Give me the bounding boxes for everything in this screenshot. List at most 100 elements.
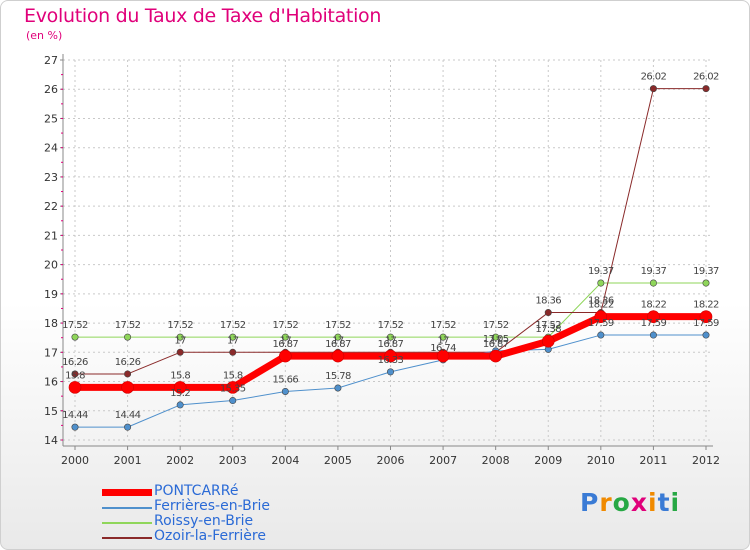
- data-label: 16.74: [430, 343, 456, 354]
- data-point: [279, 349, 292, 363]
- data-label: 18.22: [641, 300, 667, 311]
- data-label: 18.36: [588, 296, 614, 307]
- data-label: 15.8: [223, 370, 243, 381]
- data-label: 17: [174, 335, 186, 346]
- chart-legend: PONTCARRé Ferrières-en-Brie Roissy-en-Brie…: [102, 483, 322, 545]
- data-label: 17: [227, 335, 239, 346]
- data-label: 17.52: [220, 320, 246, 331]
- data-label: 17.38: [535, 324, 561, 335]
- x-tick-label: 2000: [61, 454, 89, 467]
- data-point: [649, 279, 657, 287]
- legend-swatch: [102, 537, 152, 539]
- data-label: 17.52: [325, 320, 351, 331]
- legend-label: Roissy-en-Brie: [154, 513, 254, 529]
- y-tick-label: 20: [44, 259, 58, 272]
- y-tick-label: 15: [44, 405, 58, 418]
- data-label: 17.52: [378, 320, 404, 331]
- data-point: [597, 279, 605, 287]
- data-label: 17.52: [115, 320, 141, 331]
- data-point: [71, 370, 79, 378]
- y-tick-label: 23: [44, 171, 58, 184]
- y-tick-label: 19: [44, 288, 58, 301]
- data-point: [649, 331, 657, 339]
- data-label: 16.87: [378, 339, 404, 350]
- data-label: 16.33: [378, 355, 404, 366]
- data-label: 17: [385, 335, 397, 346]
- data-label: 17.59: [588, 318, 614, 329]
- data-label: 17.52: [273, 320, 299, 331]
- data-point: [439, 333, 447, 341]
- data-point: [121, 381, 134, 394]
- x-tick-label: 2007: [429, 454, 457, 467]
- data-label: 15.66: [273, 374, 299, 385]
- data-label: 15.78: [325, 371, 351, 382]
- data-label: 19.37: [588, 266, 614, 277]
- data-label: 26.02: [693, 72, 719, 83]
- data-point: [334, 384, 342, 392]
- data-point: [544, 309, 552, 317]
- data-label: 16.26: [115, 357, 141, 368]
- data-point: [492, 333, 500, 341]
- data-label: 17.59: [693, 318, 719, 329]
- data-point: [124, 423, 132, 431]
- data-label: 18.22: [693, 300, 719, 311]
- y-tick-label: 24: [44, 142, 58, 155]
- data-point: [229, 397, 237, 405]
- x-tick-label: 2010: [587, 454, 615, 467]
- data-point: [647, 310, 660, 323]
- data-point: [226, 381, 240, 394]
- legend-item: Roissy-en-Brie: [102, 513, 322, 530]
- data-label: 19.37: [641, 266, 667, 277]
- legend-swatch: [102, 489, 152, 496]
- legend-label: Ozoir-la-Ferrière: [154, 528, 266, 544]
- data-point: [436, 349, 450, 363]
- data-point: [71, 333, 79, 341]
- data-point: [702, 331, 710, 339]
- y-tick-label: 17: [44, 346, 58, 359]
- y-tick-label: 27: [44, 54, 58, 67]
- x-tick-label: 2003: [219, 454, 247, 467]
- y-tick-label: 14: [44, 434, 58, 447]
- data-label: 17.52: [483, 320, 509, 331]
- logo-letter: r: [599, 488, 613, 517]
- x-tick-label: 2012: [692, 454, 720, 467]
- data-point: [334, 333, 342, 341]
- data-point: [384, 349, 397, 363]
- data-label: 17: [437, 335, 449, 346]
- data-point: [594, 310, 608, 323]
- x-tick-label: 2008: [482, 454, 510, 467]
- legend-label: Ferrières-en-Brie: [154, 498, 270, 514]
- data-point: [173, 381, 187, 394]
- data-point: [229, 333, 237, 341]
- x-tick-label: 2001: [114, 454, 142, 467]
- data-label: 17: [280, 335, 292, 346]
- y-tick-label: 16: [44, 376, 58, 389]
- logo-letter: o: [612, 488, 631, 517]
- data-label: 26.02: [641, 72, 667, 83]
- data-point: [597, 331, 605, 339]
- data-label: 16.87: [325, 339, 351, 350]
- y-tick-label: 18: [44, 317, 58, 330]
- y-tick-label: 22: [44, 200, 58, 213]
- data-point: [68, 381, 82, 394]
- data-label: 17.52: [62, 320, 88, 331]
- chart-title: Evolution du Taux de Taxe d'Habitation: [24, 5, 382, 27]
- proxiti-logo: Proxiti: [580, 488, 680, 517]
- x-tick-label: 2004: [271, 454, 299, 467]
- data-point: [386, 368, 394, 376]
- data-label: 17: [490, 335, 502, 346]
- data-label: 19.37: [693, 266, 719, 277]
- data-label: 17.52: [535, 320, 561, 331]
- data-point: [176, 348, 184, 356]
- data-point: [702, 279, 710, 287]
- data-point: [229, 348, 237, 356]
- data-point: [281, 387, 289, 395]
- data-point: [699, 310, 713, 323]
- data-point: [331, 349, 345, 363]
- legend-item: Ozoir-la-Ferrière: [102, 528, 322, 545]
- x-tick-label: 2006: [377, 454, 405, 467]
- data-label: 17: [332, 335, 344, 346]
- legend-swatch: [102, 507, 152, 509]
